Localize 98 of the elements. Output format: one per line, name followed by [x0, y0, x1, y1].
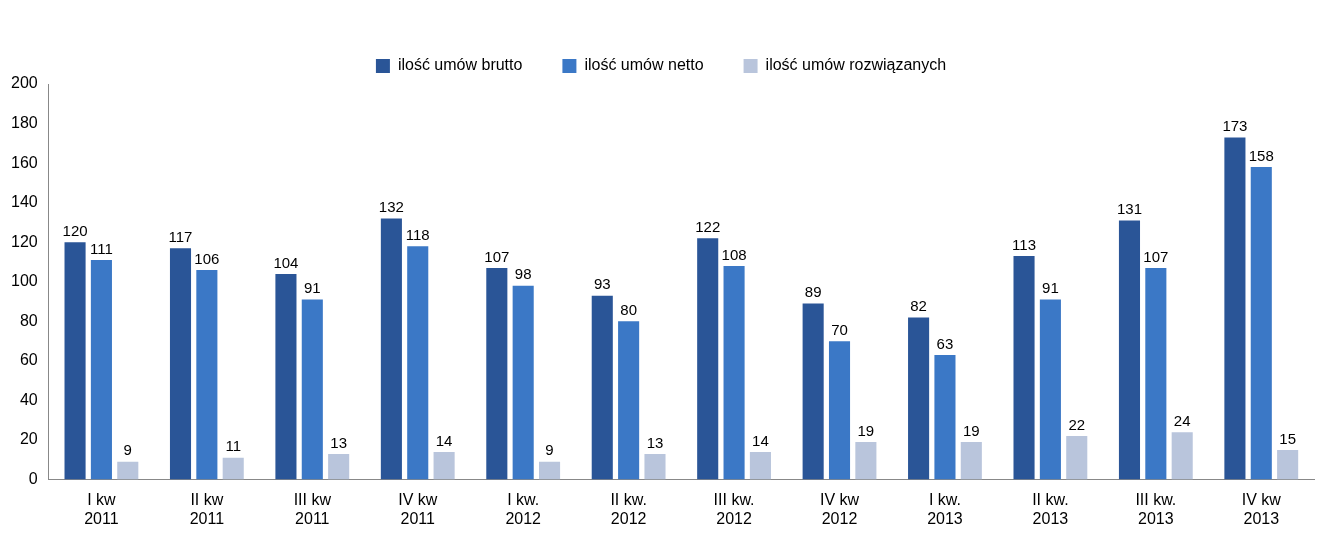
y-tick-label: 120 — [10, 232, 38, 250]
data-label: 104 — [273, 253, 299, 271]
bar — [1066, 436, 1088, 480]
x-tick-label: I kw. 2012 — [505, 490, 542, 527]
bar — [64, 242, 86, 480]
bar — [749, 451, 771, 480]
bar — [1224, 137, 1246, 480]
bar — [90, 260, 112, 480]
bar — [117, 461, 139, 480]
data-label: 107 — [1143, 247, 1169, 265]
data-label: 122 — [695, 217, 721, 235]
data-label: 22 — [1068, 415, 1086, 433]
data-label: 9 — [123, 441, 132, 459]
y-tick-label: 100 — [10, 272, 38, 290]
y-tick-label: 140 — [10, 193, 38, 211]
data-label: 108 — [721, 245, 747, 263]
x-tick-label: IV kw 2012 — [819, 490, 860, 527]
data-label: 13 — [646, 433, 664, 451]
bar — [934, 354, 956, 480]
data-label: 158 — [1248, 146, 1274, 164]
data-label: 93 — [593, 275, 611, 293]
bar — [486, 267, 508, 480]
x-tick-label: III kw 2011 — [293, 490, 332, 527]
bar — [1277, 449, 1299, 480]
bar — [169, 248, 192, 480]
data-label: 11 — [225, 437, 242, 455]
data-label: 9 — [545, 441, 554, 459]
bar — [433, 451, 455, 480]
bar — [1118, 220, 1141, 480]
bar — [1013, 256, 1035, 480]
y-tick-label: 180 — [10, 113, 38, 131]
data-label: 111 — [90, 239, 113, 257]
x-tick-label: III kw. 2012 — [713, 490, 755, 527]
data-label: 19 — [962, 421, 980, 439]
bar — [618, 321, 640, 480]
bar — [407, 246, 429, 480]
data-label: 19 — [857, 421, 875, 439]
y-tick-label: 200 — [10, 74, 38, 92]
x-tick-label: IV kw 2011 — [398, 490, 438, 527]
legend-label: ilość umów brutto — [397, 56, 523, 74]
bar — [1145, 267, 1167, 480]
x-tick-label: I kw 2011 — [84, 490, 119, 527]
bar — [380, 218, 402, 480]
data-label: 113 — [1012, 235, 1036, 253]
bar — [908, 317, 930, 480]
data-label: 118 — [405, 225, 430, 243]
bar — [275, 273, 297, 480]
x-tick-label: II kw. 2012 — [610, 490, 647, 527]
data-label: 120 — [62, 221, 88, 239]
bar — [644, 453, 666, 480]
bar — [802, 303, 824, 480]
bar — [539, 461, 561, 480]
data-label: 173 — [1222, 117, 1248, 135]
y-tick-label: 80 — [19, 311, 38, 329]
bar — [697, 238, 719, 480]
data-label: 132 — [378, 198, 404, 216]
data-label: 91 — [303, 279, 321, 297]
data-label: 14 — [435, 431, 453, 449]
y-tick-label: 60 — [19, 351, 38, 369]
bar — [723, 265, 745, 480]
data-label: 89 — [804, 283, 822, 301]
x-tick-label: III kw. 2013 — [1135, 490, 1177, 527]
data-label: 24 — [1173, 411, 1191, 429]
y-tick-label: 20 — [19, 430, 38, 448]
bar — [960, 442, 982, 480]
x-tick-label: II kw 2011 — [189, 490, 225, 527]
legend-label: ilość umów rozwiązanych — [765, 56, 947, 74]
bar — [591, 295, 613, 480]
data-label: 82 — [910, 297, 927, 315]
bar — [222, 457, 244, 480]
bar — [1250, 167, 1272, 480]
data-label: 131 — [1116, 200, 1142, 218]
data-label: 70 — [831, 320, 848, 338]
bar — [855, 442, 877, 480]
x-tick-label: I kw. 2013 — [927, 490, 963, 527]
data-label: 117 — [168, 227, 193, 245]
data-label: 15 — [1279, 429, 1296, 447]
bar — [301, 299, 323, 480]
data-label: 13 — [330, 433, 347, 451]
data-label: 107 — [484, 247, 510, 265]
data-label: 63 — [936, 334, 954, 352]
bar — [196, 269, 218, 480]
data-label: 106 — [194, 249, 220, 267]
data-label: 91 — [1042, 279, 1059, 297]
x-tick-label: IV kw 2013 — [1241, 490, 1282, 527]
bar — [1039, 299, 1061, 480]
y-tick-label: 0 — [28, 470, 38, 488]
data-label: 80 — [620, 301, 637, 318]
y-tick-label: 160 — [10, 153, 38, 171]
bar — [1171, 432, 1193, 480]
data-label: 14 — [752, 431, 769, 449]
bar — [828, 341, 851, 480]
x-tick-label: II kw. 2013 — [1032, 490, 1069, 527]
bar — [512, 285, 534, 480]
legend-label: ilość umów netto — [584, 56, 704, 74]
bar — [328, 453, 350, 480]
data-label: 98 — [514, 265, 532, 283]
y-tick-label: 40 — [19, 390, 38, 408]
